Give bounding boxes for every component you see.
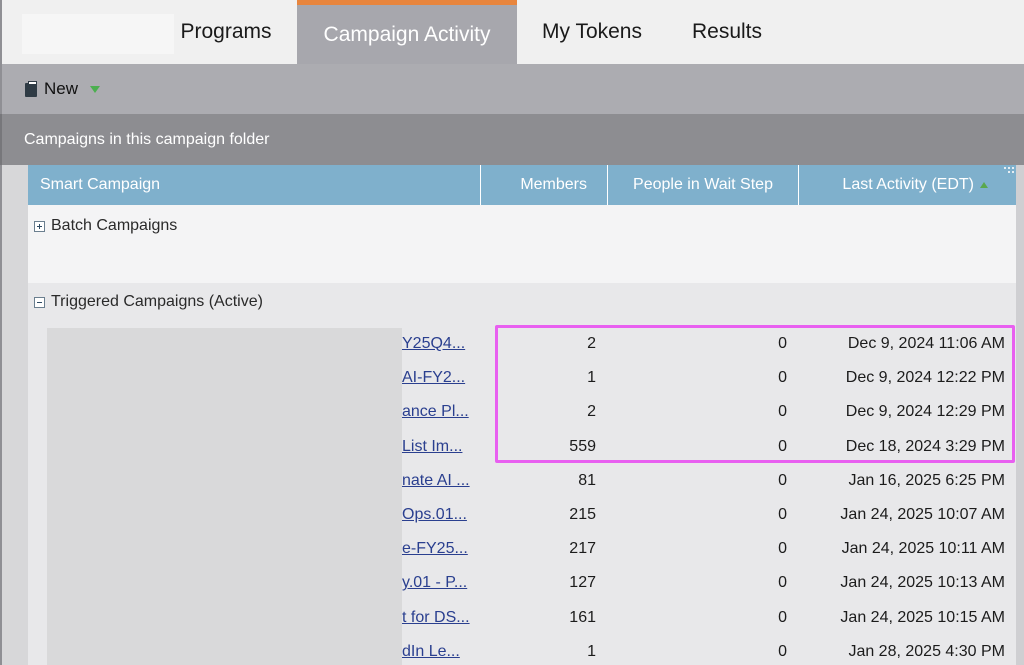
last-activity-cell: Dec 9, 2024 11:06 AM — [847, 335, 1005, 352]
table-row[interactable]: Y25Q4... 2 0 Dec 9, 2024 11:06 AM — [28, 327, 1016, 361]
campaign-name-cell: ance Pl... — [402, 395, 492, 429]
campaign-name-cell: y.01 - P... — [402, 566, 492, 600]
dropdown-arrow-icon[interactable] — [90, 85, 101, 93]
column-header-row: Smart Campaign Members People in Wait St… — [28, 165, 1016, 205]
campaign-name-cell: e-FY25... — [402, 532, 492, 566]
grid-scrollbar[interactable] — [1016, 165, 1024, 665]
column-smart-campaign-label: Smart Campaign — [40, 176, 161, 193]
members-cell: 559 — [569, 437, 596, 455]
expand-icon[interactable] — [34, 220, 45, 232]
campaign-link[interactable]: List Im... — [402, 437, 463, 455]
tab-campaign-activity[interactable]: Campaign Activity — [297, 0, 517, 64]
members-cell: 215 — [569, 505, 596, 523]
last-activity-cell: Jan 24, 2025 10:07 AM — [840, 505, 1005, 523]
table-row[interactable]: ance Pl... 2 0 Dec 9, 2024 12:29 PM — [28, 395, 1016, 429]
wait-step-cell: 0 — [778, 471, 787, 489]
campaign-link[interactable]: t for DS... — [402, 608, 470, 626]
column-wait-step-label: People in Wait Step — [633, 176, 773, 193]
campaign-rows: Y25Q4... 2 0 Dec 9, 2024 11:06 AM AI-FY2... 1… — [28, 327, 1016, 665]
section-header: Campaigns in this campaign folder — [0, 114, 1024, 165]
table-row[interactable]: t for DS... 161 0 Jan 24, 2025 10:15 AM — [28, 601, 1016, 635]
column-members[interactable]: Members — [481, 165, 608, 205]
last-activity-cell: Dec 9, 2024 12:29 PM — [845, 403, 1005, 421]
campaign-link[interactable]: dIn Le... — [402, 642, 460, 660]
last-activity-cell: Jan 28, 2025 4:30 PM — [848, 642, 1005, 660]
campaign-link[interactable]: ance Pl... — [402, 403, 469, 421]
group-batch-campaigns: Batch Campaigns — [28, 205, 1016, 283]
new-button[interactable]: New — [24, 79, 101, 99]
campaign-link[interactable]: Y25Q4... — [402, 335, 466, 352]
redacted-area — [47, 328, 402, 665]
table-row[interactable]: List Im... 559 0 Dec 18, 2024 3:29 PM — [28, 430, 1016, 464]
last-activity-cell: Jan 16, 2025 6:25 PM — [848, 471, 1005, 489]
members-cell: 2 — [587, 335, 596, 352]
wait-step-cell: 0 — [778, 642, 787, 660]
column-wait-step[interactable]: People in Wait Step — [608, 165, 799, 205]
campaign-name-cell: dIn Le... — [402, 635, 492, 665]
column-members-label: Members — [520, 176, 587, 193]
new-button-label: New — [44, 79, 79, 98]
wait-step-cell: 0 — [778, 403, 787, 421]
campaign-name-cell: nate AI ... — [402, 464, 492, 498]
last-activity-cell: Dec 18, 2024 3:29 PM — [845, 437, 1005, 455]
last-activity-cell: Dec 9, 2024 12:22 PM — [845, 369, 1005, 387]
members-cell: 161 — [569, 608, 596, 626]
last-activity-cell: Jan 24, 2025 10:13 AM — [840, 574, 1005, 592]
group-triggered-toggle[interactable]: Triggered Campaigns (Active) — [34, 293, 263, 311]
column-last-activity-label: Last Activity (EDT) — [842, 176, 974, 193]
campaign-link[interactable]: e-FY25... — [402, 540, 468, 558]
campaign-name-cell: AI-FY2... — [402, 361, 492, 395]
campaign-link[interactable]: y.01 - P... — [402, 574, 468, 592]
wait-step-cell: 0 — [778, 540, 787, 558]
table-row[interactable]: AI-FY2... 1 0 Dec 9, 2024 12:22 PM — [28, 361, 1016, 395]
wait-step-cell: 0 — [778, 574, 787, 592]
table-row[interactable]: e-FY25... 217 0 Jan 24, 2025 10:11 AM — [28, 532, 1016, 566]
members-cell: 1 — [587, 369, 596, 387]
last-activity-cell: Jan 24, 2025 10:15 AM — [840, 608, 1005, 626]
group-batch-label: Batch Campaigns — [51, 217, 178, 234]
collapse-icon[interactable] — [34, 296, 45, 308]
members-cell: 1 — [587, 642, 596, 660]
toolbar: New — [0, 64, 1024, 114]
tab-bar: Programs Campaign Activity My Tokens Res… — [0, 0, 1024, 64]
members-cell: 127 — [569, 574, 596, 592]
wait-step-cell: 0 — [778, 369, 787, 387]
table-row[interactable]: y.01 - P... 127 0 Jan 24, 2025 10:13 AM — [28, 566, 1016, 600]
campaign-name-cell: Y25Q4... — [402, 327, 492, 361]
wait-step-cell: 0 — [778, 608, 787, 626]
members-cell: 81 — [578, 471, 596, 489]
campaign-name-cell: List Im... — [402, 430, 492, 464]
wait-step-cell: 0 — [778, 437, 787, 455]
table-row[interactable]: dIn Le... 1 0 Jan 28, 2025 4:30 PM — [28, 635, 1016, 665]
section-title: Campaigns in this campaign folder — [24, 130, 270, 148]
tab-results[interactable]: Results — [691, 20, 763, 43]
members-cell: 2 — [587, 403, 596, 421]
campaign-link[interactable]: nate AI ... — [402, 471, 470, 489]
campaign-name-cell: Ops.01... — [402, 498, 492, 532]
campaign-link[interactable]: Ops.01... — [402, 505, 467, 523]
group-triggered-label: Triggered Campaigns (Active) — [51, 293, 263, 310]
tab-programs[interactable]: Programs — [180, 20, 272, 43]
sort-ascending-icon — [980, 182, 988, 188]
column-resize-icon[interactable] — [1004, 167, 1014, 175]
campaign-link[interactable]: AI-FY2... — [402, 369, 466, 387]
table-row[interactable]: Ops.01... 215 0 Jan 24, 2025 10:07 AM — [28, 498, 1016, 532]
tab-my-tokens[interactable]: My Tokens — [542, 20, 642, 43]
column-smart-campaign[interactable]: Smart Campaign — [28, 165, 481, 205]
column-last-activity[interactable]: Last Activity (EDT) — [799, 165, 1016, 205]
wait-step-cell: 0 — [778, 335, 787, 352]
members-cell: 217 — [569, 540, 596, 558]
new-document-icon — [24, 80, 38, 98]
grid-left-gutter — [0, 165, 28, 665]
last-activity-cell: Jan 24, 2025 10:11 AM — [841, 540, 1005, 558]
campaign-name-cell: t for DS... — [402, 601, 492, 635]
wait-step-cell: 0 — [778, 505, 787, 523]
group-batch-toggle[interactable]: Batch Campaigns — [34, 217, 177, 235]
table-row[interactable]: nate AI ... 81 0 Jan 16, 2025 6:25 PM — [28, 464, 1016, 498]
redacted-area — [22, 14, 174, 54]
